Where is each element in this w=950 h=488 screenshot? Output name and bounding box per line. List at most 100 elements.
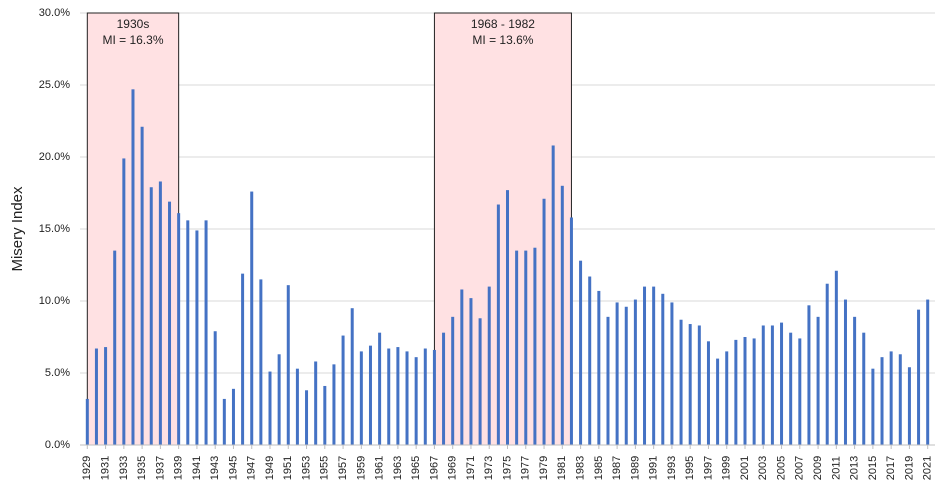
bar — [231, 388, 235, 445]
bar — [789, 332, 793, 445]
x-tick-label: 2019 — [903, 456, 915, 480]
x-tick-label: 2021 — [922, 456, 934, 480]
bar — [807, 305, 811, 445]
bar — [679, 319, 683, 445]
bar — [770, 325, 774, 445]
bar — [734, 339, 738, 445]
x-tick-label: 1981 — [556, 456, 568, 480]
x-tick-label: 1947 — [246, 456, 258, 480]
bar — [368, 345, 372, 445]
bar — [332, 364, 336, 445]
bar — [204, 220, 208, 445]
bar — [131, 89, 135, 445]
bar — [926, 299, 930, 445]
bar — [780, 322, 784, 445]
bar — [222, 398, 226, 445]
bar — [432, 349, 436, 445]
bar — [862, 332, 866, 445]
bar — [396, 347, 400, 445]
bar — [716, 358, 720, 445]
y-tick-label: 0.0% — [45, 439, 70, 451]
bar — [853, 316, 857, 445]
x-tick-label: 1973 — [483, 456, 495, 480]
x-tick-label: 1931 — [99, 456, 111, 480]
bar — [889, 351, 893, 445]
x-tick-label: 1983 — [574, 456, 586, 480]
bar — [469, 298, 473, 445]
x-tick-label: 1963 — [392, 456, 404, 480]
bar — [880, 357, 884, 445]
bar — [460, 289, 464, 445]
bar — [898, 354, 902, 445]
bar — [168, 201, 172, 445]
bar — [524, 250, 528, 445]
y-tick-label: 25.0% — [39, 79, 70, 91]
x-tick-label: 1949 — [264, 456, 276, 480]
x-tick-label: 2009 — [812, 456, 824, 480]
annotation-text: MI = 13.6% — [472, 33, 533, 47]
bar — [140, 126, 144, 445]
bar — [652, 286, 656, 445]
x-tick-label: 1951 — [282, 456, 294, 480]
bar — [478, 318, 482, 445]
y-tick-label: 5.0% — [45, 367, 70, 379]
x-tick-label: 1943 — [209, 456, 221, 480]
x-tick-label: 1945 — [227, 456, 239, 480]
bar — [725, 351, 729, 445]
x-tick-label: 1987 — [611, 456, 623, 480]
x-tick-label: 1991 — [648, 456, 660, 480]
bar — [825, 283, 829, 445]
bar — [579, 260, 583, 445]
bar — [606, 316, 610, 445]
highlight-region — [433, 12, 572, 446]
y-axis-label: Misery Index — [9, 186, 26, 272]
bar — [423, 348, 427, 445]
bar — [277, 354, 281, 445]
x-tick-label: 1929 — [81, 456, 93, 480]
x-tick-label: 1935 — [136, 456, 148, 480]
bar — [697, 325, 701, 445]
x-tick-label: 1999 — [721, 456, 733, 480]
bar — [350, 308, 354, 445]
bar — [113, 250, 117, 445]
bar — [122, 158, 126, 445]
x-tick-label: 2017 — [885, 456, 897, 480]
bar — [834, 270, 838, 445]
bar — [487, 286, 491, 445]
x-tick-label: 1955 — [319, 456, 331, 480]
bar — [323, 385, 327, 445]
bar — [624, 306, 628, 445]
bar — [643, 286, 647, 445]
bar — [752, 338, 756, 445]
x-tick-label: 1977 — [520, 456, 532, 480]
x-tick-label: 2001 — [739, 456, 751, 480]
y-tick-label: 20.0% — [39, 151, 70, 163]
bar — [442, 332, 446, 445]
bar — [250, 191, 254, 445]
bar — [259, 279, 263, 445]
bar — [241, 273, 245, 445]
bar — [85, 398, 89, 445]
bar — [706, 341, 710, 445]
bar — [551, 145, 555, 446]
bar — [94, 348, 98, 445]
x-tick-label: 1953 — [300, 456, 312, 480]
x-tick-label: 2011 — [830, 456, 842, 480]
x-tick-label: 1997 — [702, 456, 714, 480]
x-tick-label: 1969 — [447, 456, 459, 480]
bar — [907, 367, 911, 445]
x-tick-label: 1937 — [154, 456, 166, 480]
bar — [798, 338, 802, 445]
bar — [149, 187, 153, 446]
x-tick-label: 2007 — [794, 456, 806, 480]
bar — [761, 325, 765, 445]
x-tick-label: 1989 — [629, 456, 641, 480]
bar — [688, 324, 692, 445]
bar — [341, 335, 345, 445]
x-tick-label: 2003 — [757, 456, 769, 480]
bar — [305, 390, 309, 445]
bar — [158, 181, 162, 446]
bar — [743, 337, 747, 445]
x-tick-label: 1941 — [191, 456, 203, 480]
